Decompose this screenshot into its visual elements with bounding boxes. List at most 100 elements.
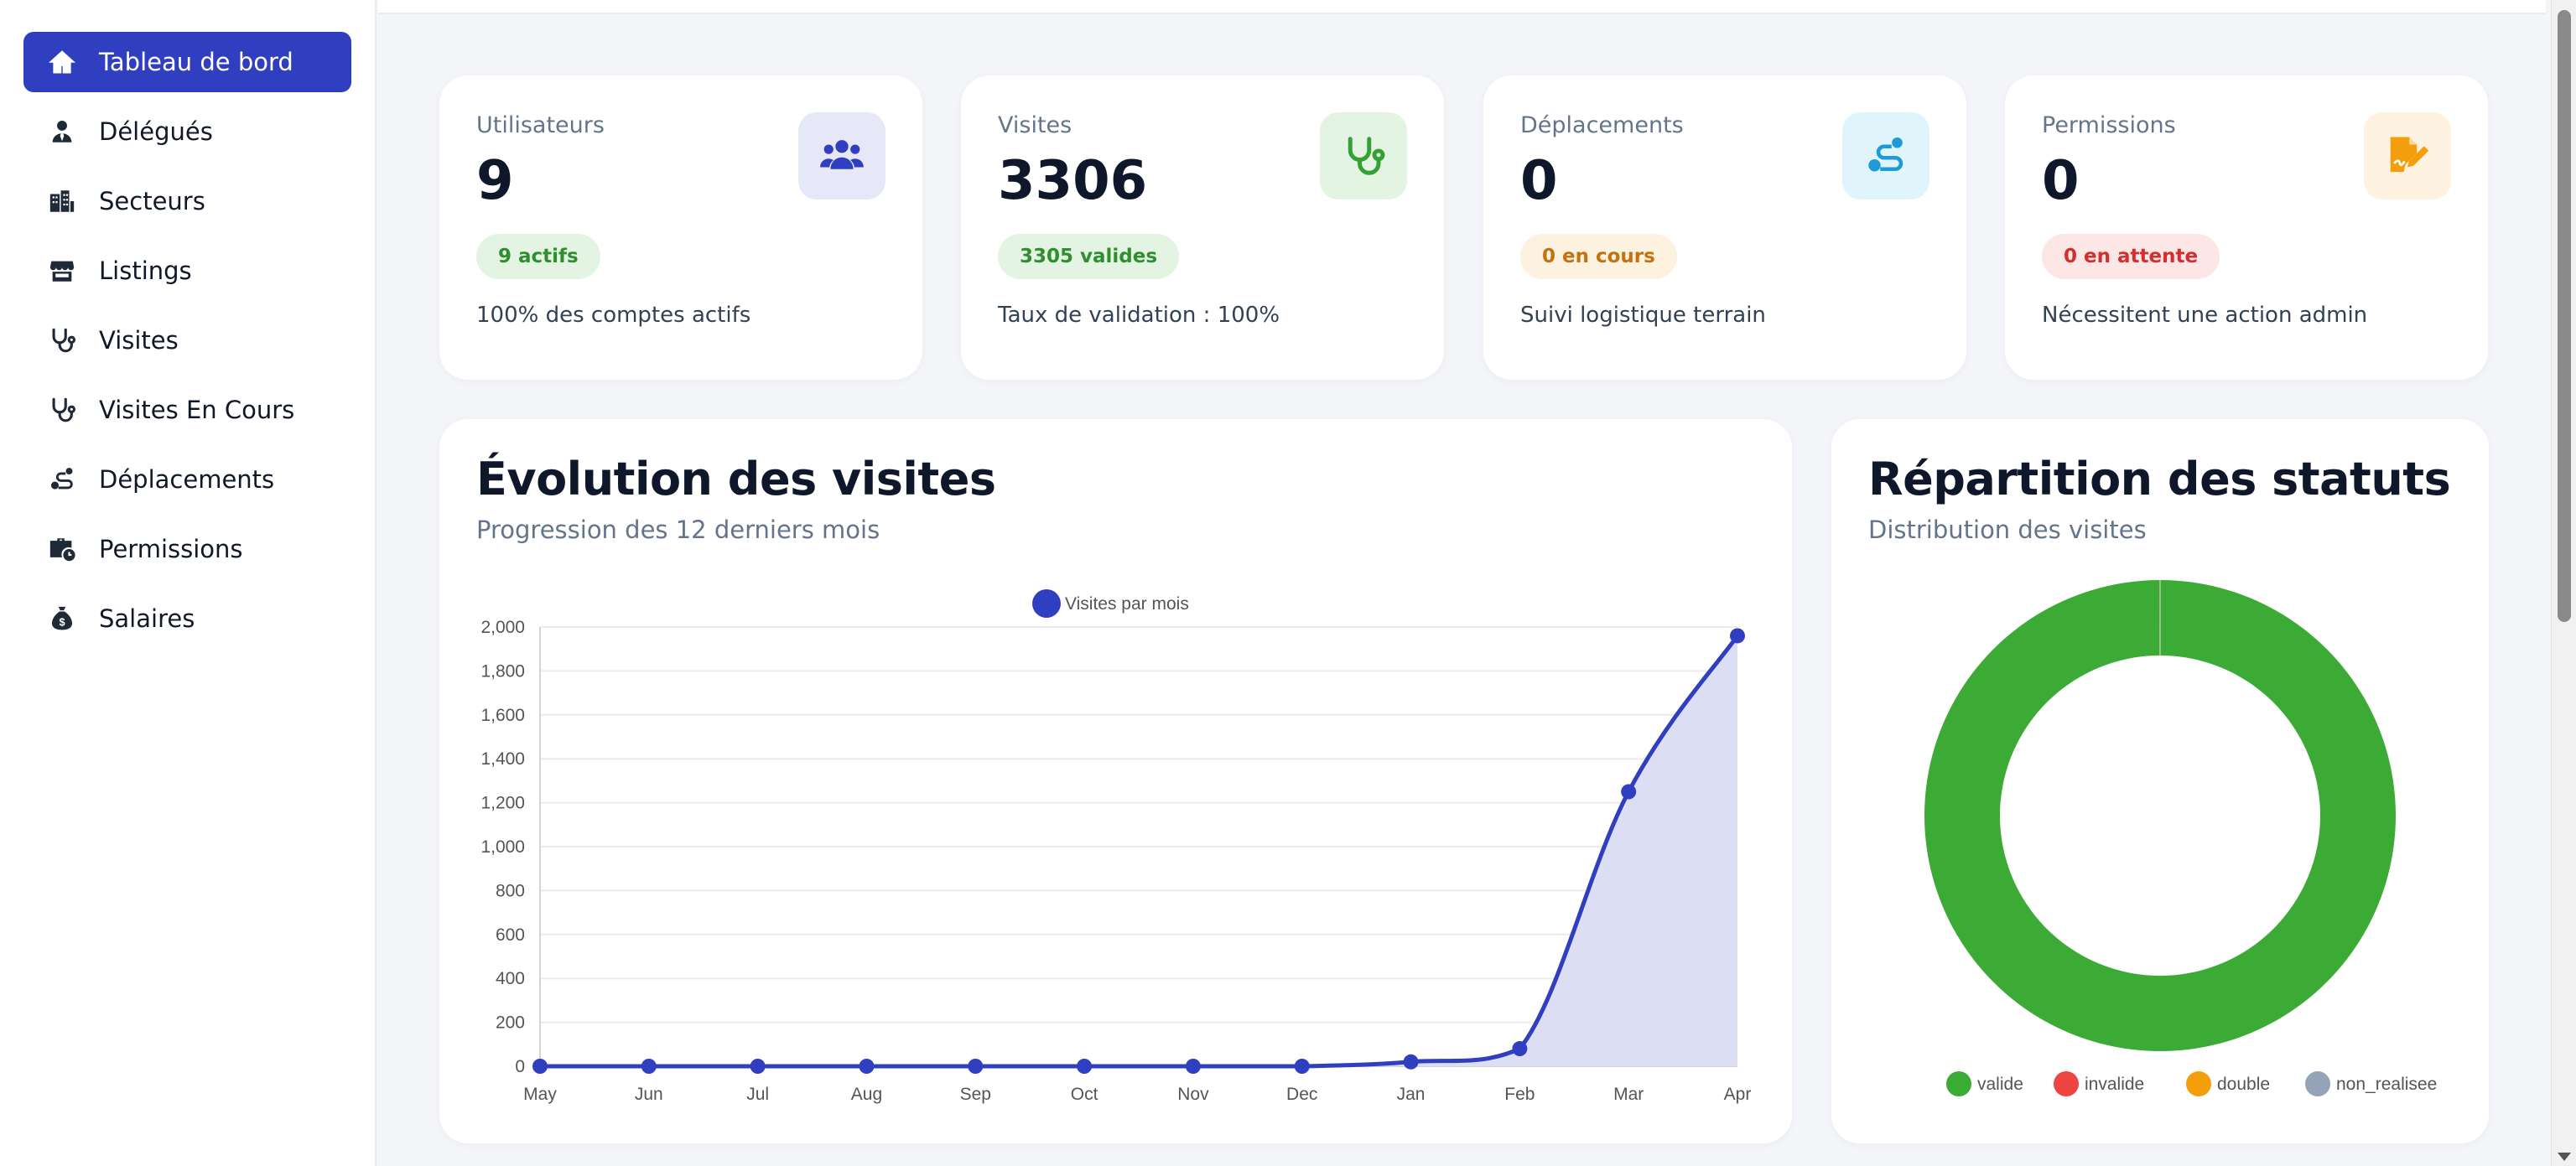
x-tick-label: Feb [1504, 1085, 1535, 1104]
legend-label: invalide [2085, 1075, 2144, 1094]
sidebar-item-label: Salaires [99, 604, 195, 633]
data-point [641, 1059, 657, 1074]
legend-marker [2305, 1071, 2330, 1096]
x-tick-label: Dec [1286, 1085, 1317, 1104]
x-tick-label: Nov [1177, 1085, 1209, 1104]
status-badge: 0 en cours [1520, 234, 1677, 279]
legend-marker [1032, 589, 1061, 618]
x-tick-label: Sep [960, 1085, 991, 1104]
data-point [968, 1059, 984, 1074]
donut-chart: valide invalide double non_realisee [1924, 580, 2437, 1096]
x-tick-label: Aug [851, 1085, 882, 1104]
y-tick-label: 1,000 [480, 837, 525, 857]
legend-label: double [2217, 1075, 2270, 1094]
stat-card-permissions: Permissions 0 0 en attente Nécessitent une … [2005, 75, 2488, 380]
briefcase-clock-icon [45, 532, 79, 566]
repartition-subtitle: Distribution des visites [1868, 516, 2147, 544]
series-area [540, 635, 1737, 1066]
scrollbar[interactable] [2551, 0, 2576, 1166]
sidebar-item-deplacements[interactable]: Déplacements [23, 449, 351, 510]
data-point [1512, 1041, 1528, 1057]
route-icon [1842, 112, 1929, 200]
legend-marker [1946, 1071, 1971, 1096]
top-bar [378, 0, 2546, 14]
legend-label: valide [1977, 1075, 2023, 1094]
stat-label: Déplacements [1520, 112, 1684, 138]
scroll-thumb[interactable] [2558, 10, 2571, 622]
legend-label: non_realisee [2336, 1075, 2437, 1094]
x-tick-label: Jan [1397, 1085, 1426, 1104]
sidebar-item-tableau-de-bord[interactable]: Tableau de bord [23, 32, 351, 92]
status-badge: 9 actifs [476, 234, 600, 279]
home-icon [45, 45, 79, 79]
stat-label: Visites [998, 112, 1072, 138]
status-badge: 3305 valides [998, 234, 1180, 279]
evolution-title: Évolution des visites [476, 453, 996, 505]
data-point [532, 1059, 548, 1074]
data-point [750, 1059, 766, 1074]
stethoscope-icon [1320, 112, 1407, 200]
stat-note: Nécessitent une action admin [2042, 303, 2368, 328]
y-tick-label: 1,800 [480, 661, 525, 681]
data-point [1185, 1059, 1201, 1074]
x-tick-label: Mar [1613, 1085, 1644, 1104]
route-icon [45, 463, 79, 496]
status-badge: 0 en attente [2042, 234, 2220, 279]
store-icon [45, 254, 79, 288]
stat-label: Permissions [2042, 112, 2176, 138]
legend-label: Visites par mois [1065, 594, 1189, 614]
y-tick-label: 0 [515, 1057, 525, 1076]
stat-card-users: Utilisateurs 9 9 actifs 100% des comptes ac… [439, 75, 922, 380]
evolution-subtitle: Progression des 12 derniers mois [476, 516, 880, 544]
legend-marker [2186, 1071, 2211, 1096]
y-tick-label: 800 [496, 881, 525, 900]
stat-card-visits: Visites 3306 3305 valides Taux de validatio… [961, 75, 1444, 380]
y-tick-label: 1,200 [480, 794, 525, 813]
sidebar-item-label: Visites [99, 326, 179, 355]
repartition-title: Répartition des statuts [1868, 453, 2451, 505]
sidebar-item-salaires[interactable]: $ Salaires [23, 588, 351, 649]
x-tick-label: Oct [1071, 1085, 1098, 1104]
sidebar-item-label: Visites En Cours [99, 396, 295, 424]
repartition-card: Répartition des statuts Distribution des… [1831, 419, 2489, 1143]
x-tick-label: Jun [635, 1085, 663, 1104]
data-point [1621, 784, 1637, 800]
sidebar-item-secteurs[interactable]: Secteurs [23, 171, 351, 231]
y-tick-label: 600 [496, 925, 525, 945]
sidebar-item-label: Délégués [99, 117, 213, 146]
stat-note: Suivi logistique terrain [1520, 303, 1766, 328]
sidebar-item-permissions[interactable]: Permissions [23, 519, 351, 579]
y-tick-label: 1,400 [480, 749, 525, 769]
data-point [1403, 1054, 1419, 1070]
sidebar-item-visites[interactable]: Visites [23, 310, 351, 371]
svg-text:$: $ [59, 616, 65, 629]
sidebar-item-label: Listings [99, 257, 192, 285]
user-tie-icon [45, 115, 79, 148]
buildings-icon [45, 184, 79, 218]
y-tick-label: 1,600 [480, 706, 525, 725]
sidebar-item-delegues[interactable]: Délégués [23, 101, 351, 162]
sidebar: Tableau de bord Délégués Secteurs Listings V… [0, 0, 377, 1166]
sidebar-item-visites-en-cours[interactable]: Visites En Cours [23, 380, 351, 440]
stat-value: 3306 [998, 150, 1148, 212]
sidebar-item-label: Secteurs [99, 187, 205, 215]
x-tick-label: Jul [746, 1085, 769, 1104]
money-bag-icon: $ [45, 602, 79, 635]
sidebar-item-label: Déplacements [99, 465, 275, 494]
sidebar-item-label: Tableau de bord [99, 48, 293, 76]
data-point [1077, 1059, 1093, 1074]
data-point [1730, 628, 1745, 644]
stethoscope-icon [45, 393, 79, 427]
stat-note: 100% des comptes actifs [476, 303, 751, 328]
line-chart: 0 200 400 600 800 1,000 1,200 1,400 1,600 1,800 2,… [480, 589, 1752, 1104]
stat-card-trips: Déplacements 0 0 en cours Suivi logistique … [1483, 75, 1966, 380]
legend-marker [2054, 1071, 2079, 1096]
x-tick-label: May [523, 1085, 557, 1104]
stat-value: 0 [2042, 150, 2080, 212]
stethoscope-icon [45, 324, 79, 357]
file-signature-icon [2364, 112, 2451, 200]
y-tick-label: 200 [496, 1013, 525, 1033]
x-tick-label: Apr [1724, 1085, 1752, 1104]
scroll-down-arrow[interactable] [2558, 1153, 2571, 1161]
sidebar-item-listings[interactable]: Listings [23, 241, 351, 301]
